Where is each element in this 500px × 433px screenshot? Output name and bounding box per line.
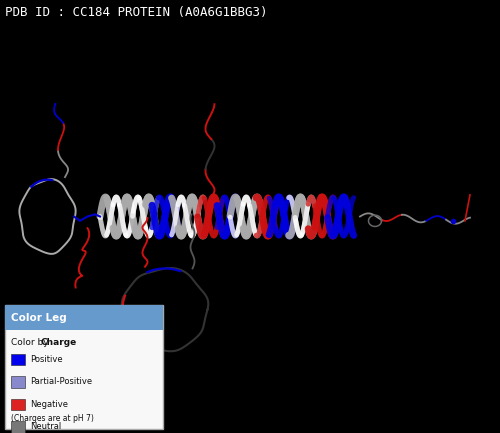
Text: (Charges are at pH 7): (Charges are at pH 7) <box>11 414 94 423</box>
Text: Color Leg: Color Leg <box>11 313 67 323</box>
FancyBboxPatch shape <box>5 305 162 429</box>
Text: Charge: Charge <box>41 338 77 347</box>
Bar <box>11 421 25 433</box>
Bar <box>11 399 25 410</box>
Text: Partial-Positive: Partial-Positive <box>30 378 92 386</box>
Text: PDB ID : CC184 PROTEIN (A0A6G1BBG3): PDB ID : CC184 PROTEIN (A0A6G1BBG3) <box>5 6 268 19</box>
Bar <box>5 305 162 330</box>
Text: Negative: Negative <box>30 400 68 409</box>
Bar <box>11 376 25 388</box>
Text: Neutral: Neutral <box>30 423 61 431</box>
Text: Color by: Color by <box>11 338 51 347</box>
Text: Positive: Positive <box>30 355 62 364</box>
Bar <box>11 354 25 365</box>
